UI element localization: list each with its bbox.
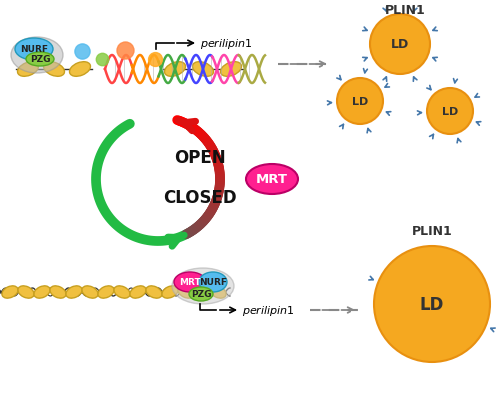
Point: [98, 56, 106, 63]
Text: LD: LD: [352, 97, 368, 107]
Ellipse shape: [192, 63, 214, 77]
Circle shape: [374, 246, 490, 362]
Point: [151, 56, 159, 63]
Circle shape: [427, 89, 473, 135]
Ellipse shape: [66, 286, 82, 299]
Text: LD: LD: [442, 107, 458, 117]
Text: NURF: NURF: [199, 278, 227, 287]
Text: LD: LD: [420, 295, 444, 313]
Point: [121, 47, 129, 54]
Point: [78, 49, 86, 55]
Ellipse shape: [50, 286, 66, 299]
Circle shape: [337, 79, 383, 125]
Ellipse shape: [82, 286, 98, 299]
Ellipse shape: [44, 63, 64, 77]
Text: MRT: MRT: [256, 173, 288, 186]
Ellipse shape: [178, 286, 194, 299]
Ellipse shape: [26, 53, 54, 67]
Ellipse shape: [162, 286, 178, 299]
Text: LD: LD: [391, 38, 409, 52]
Ellipse shape: [18, 63, 38, 77]
Ellipse shape: [114, 286, 130, 299]
Ellipse shape: [246, 164, 298, 195]
Ellipse shape: [70, 63, 90, 77]
Text: $\it{perilipin1}$: $\it{perilipin1}$: [242, 303, 295, 317]
Ellipse shape: [174, 272, 206, 292]
Text: CLOSED: CLOSED: [163, 189, 237, 207]
Text: $\it{perilipin1}$: $\it{perilipin1}$: [200, 37, 253, 51]
Ellipse shape: [220, 63, 242, 77]
Ellipse shape: [11, 38, 63, 74]
Ellipse shape: [172, 268, 234, 304]
Text: PZG: PZG: [191, 290, 212, 299]
Text: MRT: MRT: [179, 278, 201, 287]
Text: PLIN1: PLIN1: [384, 4, 426, 16]
Ellipse shape: [164, 63, 186, 77]
Ellipse shape: [199, 272, 227, 292]
Text: NURF: NURF: [20, 45, 48, 54]
Ellipse shape: [146, 286, 162, 299]
Text: PLIN1: PLIN1: [412, 225, 453, 238]
Ellipse shape: [98, 286, 114, 299]
Ellipse shape: [34, 286, 50, 299]
Text: OPEN: OPEN: [174, 148, 226, 166]
Ellipse shape: [210, 286, 226, 299]
Ellipse shape: [189, 287, 213, 301]
Ellipse shape: [130, 286, 146, 299]
Ellipse shape: [18, 286, 34, 299]
Text: PZG: PZG: [30, 55, 50, 64]
Ellipse shape: [194, 286, 210, 299]
Ellipse shape: [15, 39, 53, 61]
Circle shape: [370, 15, 430, 75]
Ellipse shape: [2, 286, 18, 299]
